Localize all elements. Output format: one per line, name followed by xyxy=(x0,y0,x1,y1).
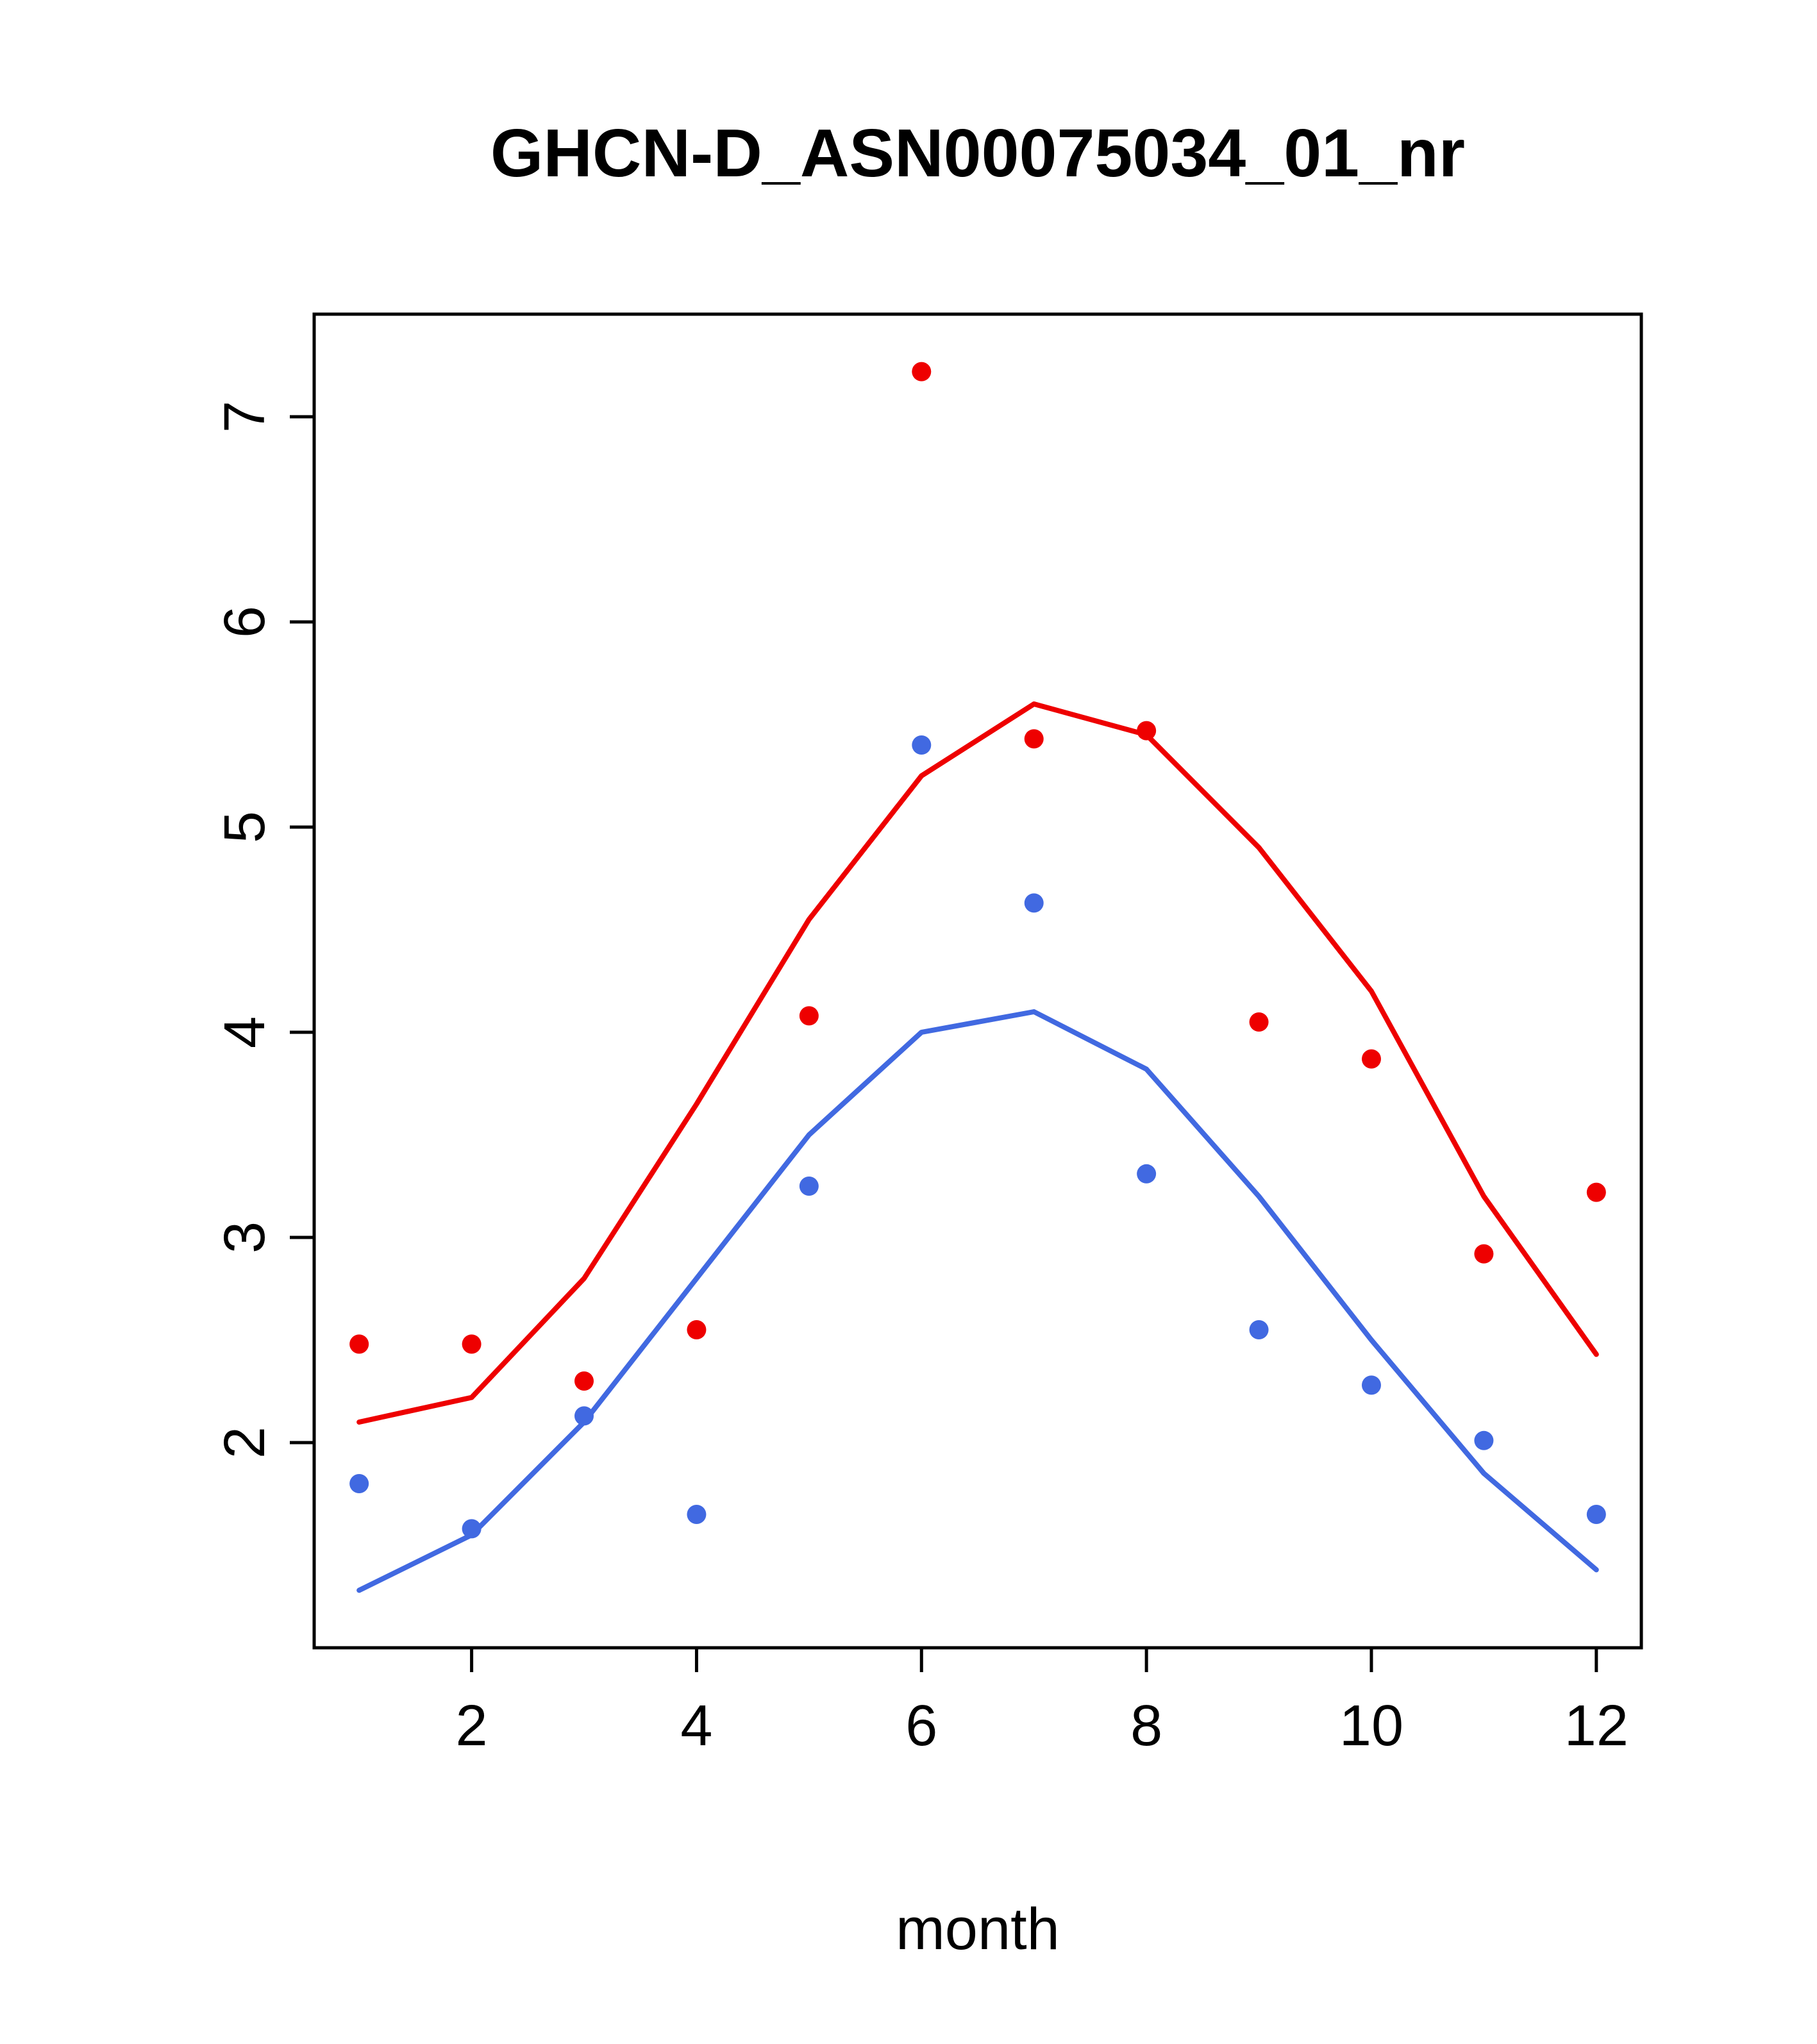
x-axis-label: month xyxy=(896,1897,1060,1962)
y-tick-label: 3 xyxy=(213,1221,277,1253)
blue-points-marker xyxy=(1024,893,1044,913)
y-tick-label: 7 xyxy=(213,401,277,433)
blue-points-marker xyxy=(912,735,932,755)
x-tick-label: 2 xyxy=(456,1694,488,1758)
x-tick-label: 10 xyxy=(1339,1694,1403,1758)
red-points-marker xyxy=(912,362,932,381)
y-tick-label: 4 xyxy=(213,1016,277,1048)
x-tick-label: 8 xyxy=(1130,1694,1162,1758)
red-points-marker xyxy=(1024,729,1044,749)
blue-points-marker xyxy=(1137,1164,1157,1184)
y-tick-label: 6 xyxy=(213,606,277,638)
red-points-marker xyxy=(687,1320,707,1339)
chart-title: GHCN-D_ASN00075034_01_nr xyxy=(490,115,1465,191)
y-tick-label: 2 xyxy=(213,1427,277,1459)
red-points-marker xyxy=(1474,1244,1494,1264)
x-tick-label: 12 xyxy=(1564,1694,1629,1758)
red-points-marker xyxy=(799,1006,819,1026)
blue-points-marker xyxy=(1361,1375,1381,1395)
blue-line-smooth xyxy=(356,1009,1599,1593)
blue-points-marker xyxy=(687,1505,707,1524)
red-points-marker xyxy=(1137,721,1157,741)
x-tick-label: 4 xyxy=(680,1694,712,1758)
blue-points-marker xyxy=(1586,1505,1606,1524)
plot-box xyxy=(312,312,1643,1650)
blue-points-marker xyxy=(574,1406,594,1426)
red-points-marker xyxy=(462,1334,481,1354)
x-tick-label: 6 xyxy=(905,1694,937,1758)
red-points-marker xyxy=(1361,1049,1381,1069)
blue-points-marker xyxy=(462,1519,481,1539)
red-points-marker xyxy=(1586,1182,1606,1202)
plot-area: 2 4 6 8 10 12 2 3 4 5 6 7 xyxy=(213,312,1643,1758)
red-points-marker xyxy=(349,1334,369,1354)
y-tick-label: 5 xyxy=(213,811,277,843)
blue-points-marker xyxy=(799,1177,819,1196)
red-line-smooth xyxy=(356,701,1599,1425)
blue-points-marker xyxy=(1249,1320,1269,1339)
red-points-marker xyxy=(1249,1012,1269,1032)
red-points-marker xyxy=(574,1371,594,1391)
blue-points-marker xyxy=(349,1474,369,1493)
blue-points-marker xyxy=(1474,1430,1494,1450)
